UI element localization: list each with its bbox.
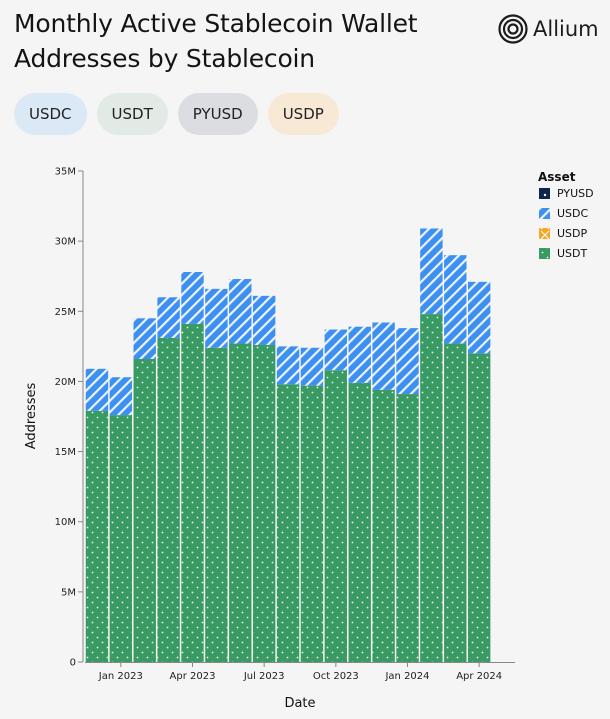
- bar-segment-usdt[interactable]: [134, 359, 156, 662]
- bar-segment-usdt[interactable]: [157, 338, 179, 662]
- bar-segment-usdc[interactable]: [396, 328, 418, 394]
- bar-segment-usdt[interactable]: [181, 324, 203, 662]
- bar-segment-usdc[interactable]: [277, 346, 299, 384]
- bar-segment-usdc[interactable]: [372, 323, 394, 390]
- bar-segment-usdc[interactable]: [325, 330, 347, 371]
- y-tick-label: 0: [70, 658, 76, 669]
- x-tick-label: Jul 2023: [243, 671, 285, 682]
- bars: [86, 229, 491, 662]
- legend-swatch-pyusd: [539, 188, 550, 199]
- bar-segment-usdt[interactable]: [420, 314, 442, 662]
- y-tick-label: 5M: [61, 587, 76, 598]
- bar-segment-usdc[interactable]: [468, 282, 490, 354]
- stacked-bar-chart: 0 5M 10M 15M 20M 25M 30M 35M Jan 2023 Apr 2023 Ju…: [0, 0, 610, 719]
- legend-swatch-usdc: [539, 208, 550, 219]
- bar-segment-usdt[interactable]: [301, 386, 323, 662]
- bar-segment-usdt[interactable]: [253, 345, 275, 662]
- bar-segment-usdc[interactable]: [301, 348, 323, 386]
- bar-segment-usdt[interactable]: [110, 415, 132, 662]
- bar-segment-usdt[interactable]: [468, 353, 490, 662]
- bar-segment-usdt[interactable]: [86, 411, 108, 662]
- bar-segment-usdt[interactable]: [396, 394, 418, 662]
- bar-segment-usdc[interactable]: [444, 255, 466, 343]
- y-tick-label: 30M: [55, 237, 76, 248]
- x-tick-label: Jan 2023: [98, 671, 143, 682]
- bar-segment-usdt[interactable]: [325, 370, 347, 662]
- legend-label-usdp[interactable]: USDP: [557, 227, 588, 240]
- bar-segment-usdc[interactable]: [110, 377, 132, 415]
- bar-segment-usdc[interactable]: [86, 369, 108, 411]
- x-tick-label: Apr 2024: [456, 671, 502, 682]
- y-tick-label: 25M: [55, 307, 76, 318]
- bar-segment-usdt[interactable]: [349, 383, 371, 662]
- bar-segment-usdt[interactable]: [372, 390, 394, 662]
- bar-segment-usdc[interactable]: [181, 272, 203, 324]
- bar-segment-usdc[interactable]: [253, 296, 275, 345]
- bar-segment-usdc[interactable]: [420, 229, 442, 315]
- bar-segment-usdt[interactable]: [229, 344, 251, 662]
- legend: Asset PYUSD USDC USDP USDT: [538, 170, 594, 260]
- bar-segment-usdc[interactable]: [205, 289, 227, 348]
- y-axis-title: Addresses: [24, 383, 39, 450]
- legend-title: Asset: [538, 170, 576, 184]
- bar-segment-usdc[interactable]: [134, 318, 156, 359]
- bar-segment-usdt[interactable]: [277, 384, 299, 662]
- y-tick-label: 20M: [55, 377, 76, 388]
- legend-label-pyusd[interactable]: PYUSD: [557, 187, 594, 200]
- y-axis: 0 5M 10M 15M 20M 25M 30M 35M: [55, 167, 83, 669]
- legend-swatch-usdt: [539, 248, 550, 259]
- bar-segment-usdc[interactable]: [229, 279, 251, 344]
- bar-segment-usdc[interactable]: [157, 297, 179, 338]
- bar-segment-usdt[interactable]: [444, 344, 466, 662]
- x-axis-title: Date: [284, 696, 315, 711]
- y-tick-label: 35M: [55, 167, 76, 178]
- x-tick-label: Apr 2023: [170, 671, 216, 682]
- y-tick-label: 15M: [55, 447, 76, 458]
- bar-segment-usdc[interactable]: [349, 327, 371, 383]
- legend-label-usdc[interactable]: USDC: [557, 207, 589, 220]
- bar-segment-usdt[interactable]: [205, 348, 227, 662]
- legend-label-usdt[interactable]: USDT: [557, 247, 588, 260]
- x-tick-label: Jan 2024: [384, 671, 429, 682]
- x-tick-label: Oct 2023: [313, 671, 359, 682]
- x-axis: Jan 2023 Apr 2023 Jul 2023 Oct 2023 Jan 2024…: [85, 662, 515, 682]
- y-tick-label: 10M: [55, 517, 76, 528]
- legend-swatch-usdp: [539, 228, 550, 239]
